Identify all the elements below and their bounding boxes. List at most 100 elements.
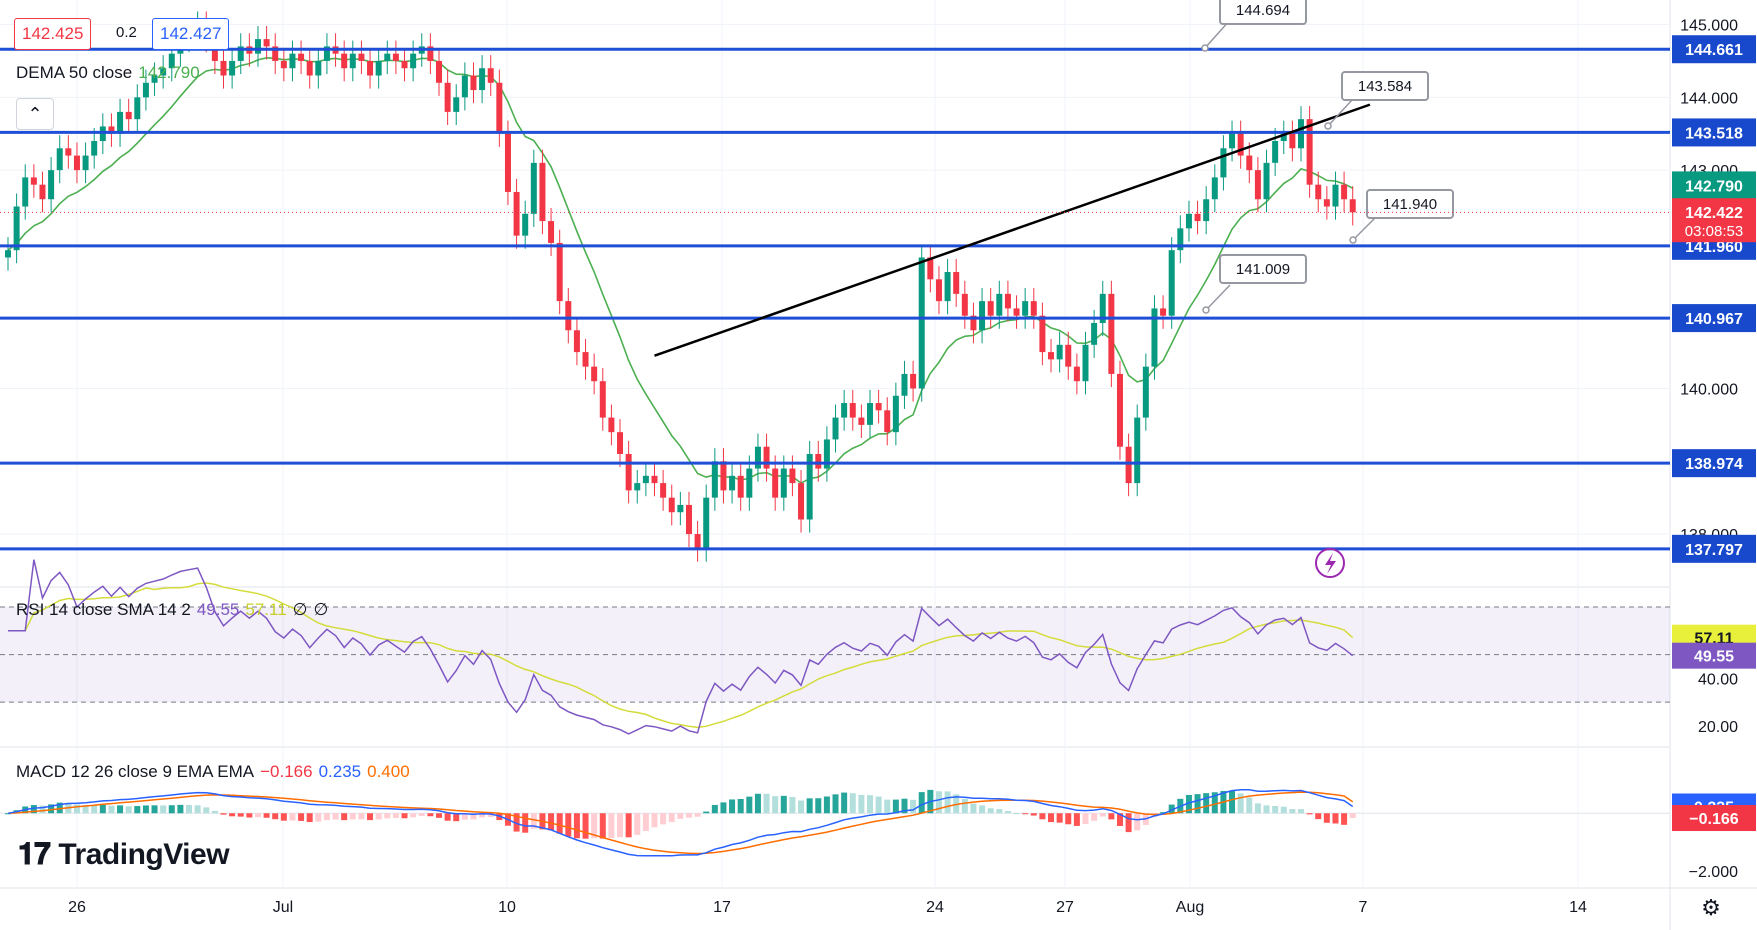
- candle-body: [487, 68, 494, 83]
- macd-histogram-bar: [754, 793, 761, 814]
- candle-body: [677, 504, 684, 513]
- candle-body: [970, 315, 977, 331]
- macd-line-legend-value: 0.235: [318, 762, 362, 781]
- candle-body: [436, 60, 442, 83]
- tradingview-logo-text: TradingView: [58, 838, 230, 871]
- candle-body: [556, 242, 563, 302]
- macd-histogram-bar: [168, 805, 175, 814]
- rsi-legend[interactable]: RSI 14 close SMA 14 2 49.55 57.11 ∅ ∅: [16, 600, 328, 620]
- macd-histogram-bar: [935, 791, 942, 814]
- candle-body: [1185, 213, 1192, 229]
- alert-bolt-icon: [1315, 548, 1345, 578]
- candle-body: [634, 483, 641, 491]
- dema-legend[interactable]: DEMA 50 close 142.790: [16, 63, 200, 83]
- macd-histogram-bar: [746, 796, 753, 814]
- macd-histogram-bar: [1168, 804, 1175, 814]
- candle-body: [1323, 199, 1330, 207]
- macd-histogram-bar: [194, 805, 201, 814]
- macd-histogram-bar: [99, 804, 106, 814]
- dema-line: [7, 56, 1354, 485]
- macd-legend-label: MACD 12 26 close 9 EMA EMA: [16, 762, 255, 781]
- candle-body: [668, 497, 675, 513]
- candle-body: [737, 475, 744, 498]
- macd-histogram-bar: [117, 805, 124, 814]
- macd-histogram-bar: [513, 813, 520, 832]
- macd-histogram-bar: [229, 813, 236, 817]
- level-price-label: 144.661: [1685, 42, 1743, 59]
- settings-gear-icon[interactable]: ⚙: [1701, 895, 1721, 920]
- candle-body: [1125, 446, 1132, 484]
- candle-body: [298, 53, 305, 61]
- macd-histogram-bar: [815, 798, 822, 814]
- candle-body: [73, 155, 80, 171]
- time-tick-label: 26: [68, 899, 86, 916]
- macd-histogram-bar: [384, 813, 391, 819]
- macd-histogram-bar: [375, 813, 382, 820]
- candle-body: [1004, 293, 1011, 309]
- macd-histogram-bar: [1091, 813, 1098, 821]
- candle-body: [1048, 352, 1055, 360]
- macd-value-label: −0.166: [1689, 811, 1738, 828]
- candle-body: [401, 60, 408, 69]
- candle-body: [608, 417, 615, 433]
- macd-histogram-bar: [211, 810, 218, 814]
- candle-body: [117, 111, 124, 134]
- macd-histogram-bar: [1030, 813, 1037, 816]
- macd-histogram-bar: [272, 813, 279, 820]
- candle-body: [548, 221, 555, 243]
- candle-body: [410, 53, 417, 69]
- macd-histogram-bar: [522, 813, 529, 833]
- candle-body: [918, 257, 925, 389]
- macd-histogram-bar: [418, 813, 425, 817]
- collapse-legend-button[interactable]: ⌃: [16, 98, 54, 130]
- candle-body: [315, 60, 322, 76]
- current-price-label: 142.422: [1685, 205, 1743, 222]
- macd-histogram-bar: [961, 798, 968, 814]
- macd-histogram-bar: [237, 813, 244, 817]
- candle-body: [254, 39, 261, 54]
- dema-legend-label: DEMA 50 close: [16, 63, 133, 82]
- macd-histogram-bar: [306, 813, 313, 823]
- dema-legend-value: 142.790: [138, 63, 200, 82]
- candle-body: [220, 60, 227, 76]
- macd-histogram-bar: [349, 813, 356, 820]
- macd-histogram-bar: [1013, 813, 1020, 815]
- rsi-line: [8, 559, 1354, 735]
- candle-body: [987, 301, 994, 316]
- buy-quote-button[interactable]: 142.427: [152, 18, 230, 50]
- level-price-label: 140.967: [1685, 311, 1743, 328]
- candle-body: [1229, 133, 1236, 149]
- candle-body: [341, 53, 348, 69]
- macd-histogram-bar: [642, 813, 649, 831]
- macd-histogram-bar: [806, 798, 813, 814]
- sell-quote-button[interactable]: 142.425: [14, 18, 92, 50]
- macd-histogram-bar: [1263, 805, 1270, 814]
- candle-body: [5, 250, 11, 258]
- candle-body: [461, 75, 468, 98]
- callout-box: [1219, 254, 1307, 284]
- macd-histogram-bar: [573, 813, 580, 839]
- macd-signal-legend-value: 0.400: [367, 762, 410, 781]
- candle-body: [1246, 155, 1253, 171]
- macd-histogram-bar: [548, 813, 555, 831]
- candle-body: [367, 60, 374, 76]
- macd-legend[interactable]: MACD 12 26 close 9 EMA EMA −0.166 0.235 0.4…: [16, 762, 410, 782]
- rsi-value-label: 49.55: [1694, 649, 1734, 666]
- macd-histogram-bar: [1315, 813, 1322, 820]
- macd-histogram-bar: [341, 813, 348, 821]
- candle-body: [125, 111, 132, 120]
- macd-histogram-bar: [884, 799, 891, 814]
- alert-bolt-glyph: [1325, 553, 1336, 574]
- candle-body: [280, 60, 287, 69]
- candle-body: [875, 403, 882, 411]
- macd-histogram-bar: [1004, 811, 1011, 814]
- macd-histogram-bar: [160, 805, 167, 814]
- candle-body: [289, 53, 296, 69]
- price-tick-label: 144.000: [1680, 90, 1738, 107]
- candle-body: [625, 453, 632, 491]
- time-tick-label: 10: [498, 899, 516, 916]
- macd-histogram-bar: [1116, 813, 1123, 827]
- macd-histogram-bar: [1272, 806, 1279, 814]
- callout-pointer: [1352, 217, 1376, 241]
